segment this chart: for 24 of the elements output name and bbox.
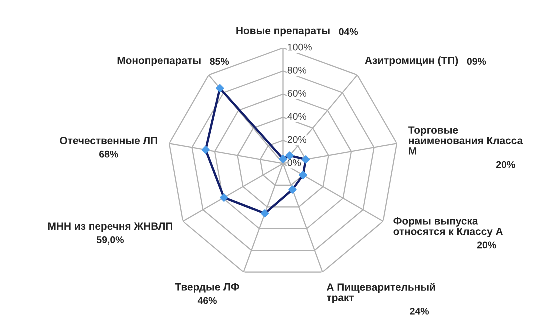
spoke-label: Торговые наименования Класса М — [408, 126, 524, 155]
text: 20% — [496, 161, 516, 168]
spoke-label: Отечественные ЛП — [60, 137, 158, 144]
y-tick-label: 80% — [288, 66, 307, 74]
spoke-label: Твердые ЛФ — [175, 283, 240, 293]
y-tick-label: 0% — [288, 159, 302, 166]
text: 59,0% — [96, 236, 124, 245]
text: 20% — [477, 242, 496, 249]
y-tick-label: 20% — [288, 136, 307, 144]
text: 09% — [467, 58, 486, 66]
spoke-label: МНН из перечня ЖНВЛП — [48, 222, 172, 232]
spoke-label: Новые препараты — [236, 27, 330, 37]
text: 46% — [198, 297, 217, 304]
y-tick-label: 40% — [288, 113, 307, 120]
text: 24% — [410, 308, 430, 315]
spoke-label: Формы выпуска относятся к Классу А — [394, 218, 504, 238]
spoke-label: Азитромицин (ТП) — [365, 56, 458, 66]
y-tick-label: 100% — [288, 44, 312, 51]
spoke-label: Монопрепараты — [118, 57, 201, 66]
text: 85% — [210, 58, 230, 66]
spoke-label: А Пищеварительный тракт — [326, 283, 436, 304]
text: 04% — [339, 28, 358, 36]
y-tick-label: 60% — [288, 90, 307, 97]
text: 68% — [100, 150, 118, 158]
